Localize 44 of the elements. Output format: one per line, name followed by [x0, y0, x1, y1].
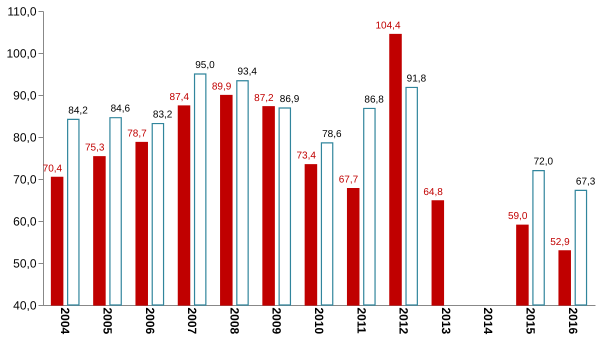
data-label: 83,2 — [152, 110, 173, 121]
data-label: 67,3 — [576, 176, 596, 188]
data-label: 84,6 — [110, 104, 130, 115]
y-tick-label: 80,0 — [13, 130, 37, 144]
data-label: 89,9 — [212, 81, 232, 92]
y-tick-label: 50,0 — [13, 256, 37, 270]
y-tick-label: 90,0 — [13, 88, 37, 102]
x-tick-label: 2012 — [396, 308, 411, 335]
data-label: 86,8 — [364, 94, 384, 106]
y-tick-label: 110,0 — [7, 4, 37, 18]
x-tick-label: 2010 — [312, 308, 326, 335]
y-tick-label: 40,0 — [13, 298, 37, 312]
data-label: 95,0 — [195, 60, 216, 71]
x-tick-label: 2008 — [227, 308, 242, 335]
data-label: 75,3 — [84, 142, 105, 154]
y-tick-label: 60,0 — [13, 214, 37, 228]
x-tick-label: 2009 — [270, 308, 284, 335]
x-tick-label: 2005 — [100, 308, 115, 335]
data-label: 72,0 — [534, 156, 554, 168]
data-label: 104,4 — [375, 20, 401, 32]
y-tick-label: 100,0 — [6, 46, 37, 60]
x-tick-label: 2006 — [142, 308, 157, 335]
x-tick-label: 2011 — [354, 308, 368, 334]
data-label: 87,4 — [170, 92, 190, 103]
data-label: 64,8 — [423, 186, 444, 198]
data-label: 59,0 — [508, 211, 528, 222]
x-tick-label: 2015 — [523, 308, 538, 335]
data-label: 73,4 — [296, 150, 316, 162]
data-label: 84,2 — [68, 105, 88, 116]
data-label: 86,9 — [280, 94, 300, 106]
x-tick-label: 2016 — [566, 308, 580, 335]
x-tick-label: 2007 — [185, 308, 200, 335]
x-tick-label: 2004 — [58, 308, 72, 335]
x-tick-label: 2014 — [481, 308, 496, 335]
data-label: 87,2 — [254, 92, 274, 104]
data-label: 78,6 — [322, 128, 342, 140]
y-tick-label: 70,0 — [13, 172, 37, 186]
data-label: 93,4 — [237, 66, 258, 78]
data-label: 78,7 — [127, 128, 148, 140]
x-tick-label: 2013 — [438, 308, 453, 335]
data-label: 91,8 — [406, 73, 427, 84]
data-label: 52,9 — [550, 236, 570, 248]
data-label: 67,7 — [338, 174, 359, 186]
data-label: 70,4 — [42, 163, 63, 174]
